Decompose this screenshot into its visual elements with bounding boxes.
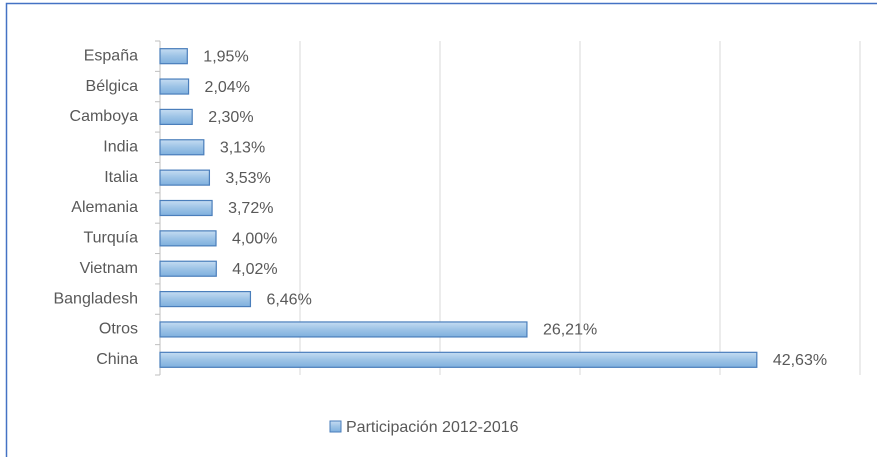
y-tick-label: Camboya xyxy=(70,108,139,125)
bar xyxy=(159,78,190,95)
bar xyxy=(159,290,252,308)
bar xyxy=(159,199,213,217)
data-label: 26,21% xyxy=(543,322,597,339)
y-tick-label: Otros xyxy=(99,321,138,338)
y-tick-label: India xyxy=(103,138,138,155)
chart-frame xyxy=(5,2,877,457)
y-tick-label: Alemania xyxy=(71,199,138,216)
y-tick-label: China xyxy=(96,351,138,368)
y-tick-label: Vietnam xyxy=(80,260,138,277)
bar xyxy=(159,321,528,338)
data-label: 3,13% xyxy=(220,139,265,156)
data-label: 4,00% xyxy=(232,231,277,248)
bar xyxy=(159,351,758,368)
data-label: 2,30% xyxy=(208,109,253,126)
data-label: 6,46% xyxy=(266,291,311,308)
data-label: 3,53% xyxy=(225,170,270,187)
y-tick-label: España xyxy=(84,47,138,64)
y-tick-label: Italia xyxy=(104,169,138,186)
legend-swatch xyxy=(329,420,342,433)
bar xyxy=(159,260,217,277)
data-label: 2,04% xyxy=(205,79,250,96)
y-tick-label: Turquía xyxy=(83,230,138,247)
data-label: 42,63% xyxy=(773,352,827,369)
bar xyxy=(159,169,211,186)
bar xyxy=(159,48,188,65)
bar xyxy=(159,108,193,126)
data-label: 4,02% xyxy=(232,261,277,278)
data-label: 3,72% xyxy=(228,200,273,217)
bar xyxy=(159,139,205,156)
y-tick-label: Bélgica xyxy=(86,78,139,95)
y-tick-label: Bangladesh xyxy=(53,290,138,307)
bar xyxy=(159,230,217,247)
legend-label: Participación 2012-2016 xyxy=(346,419,519,436)
data-label: 1,95% xyxy=(203,48,248,65)
